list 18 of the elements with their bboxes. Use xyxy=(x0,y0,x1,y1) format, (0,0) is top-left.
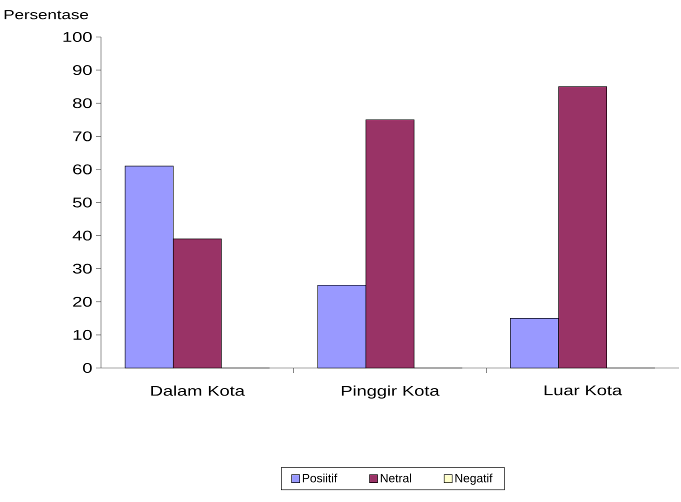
y-tick-label: 50 xyxy=(72,198,92,208)
y-tick-label: 70 xyxy=(73,131,92,142)
x-tick-label: Dalam Kota xyxy=(151,386,245,396)
y-tick-label: 10 xyxy=(74,330,92,340)
y-tick-label: 100 xyxy=(63,32,92,42)
y-tick-label: 0 xyxy=(83,363,92,373)
y-tick-label: 30 xyxy=(72,264,92,274)
legend-label: Posiitif xyxy=(302,474,338,482)
y-tick-label: 60 xyxy=(73,164,92,174)
legend-label: Negatif xyxy=(455,474,492,485)
x-tick-label: Pinggir Kota xyxy=(342,386,440,399)
legend-label: Netral xyxy=(380,474,412,482)
y-tick-label: 80 xyxy=(73,98,92,108)
y-tick-label: 40 xyxy=(72,230,92,241)
x-tick-label: Luar Kota xyxy=(544,386,622,396)
y-tick-label: 20 xyxy=(73,296,92,307)
y-axis-title: Persentase xyxy=(4,10,88,20)
y-tick-label: 90 xyxy=(73,65,92,76)
